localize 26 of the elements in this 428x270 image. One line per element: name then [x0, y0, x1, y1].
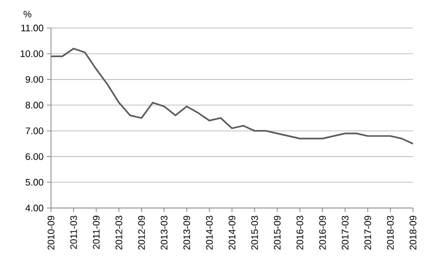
y-tick-label: 5.00 [26, 178, 44, 186]
x-tick-label: 2013-03 [160, 216, 168, 250]
y-tick-label: 11.00 [21, 24, 44, 32]
x-tick-label: 2016-03 [296, 216, 304, 250]
x-tick-label: 2012-03 [116, 216, 122, 250]
x-tick-label: 2012-09 [138, 216, 145, 250]
x-tick-label: 2018-09 [410, 216, 416, 250]
y-tick-label: 9.00 [26, 76, 44, 83]
x-tick-label: 2013-09 [183, 216, 190, 250]
x-tick-label: 2017-09 [364, 216, 372, 250]
x-tick-label: 2014-09 [228, 216, 236, 250]
y-tick-label: 4.00 [25, 204, 44, 212]
x-tick-label: 2014-03 [206, 216, 213, 250]
x-tick-label: 2016-09 [319, 216, 326, 250]
y-axis-title: % [24, 10, 32, 18]
x-tick-label: 2015-03 [251, 216, 258, 250]
y-tick-label: 10.00 [20, 50, 44, 58]
x-tick-label: 2010-09 [48, 216, 54, 250]
x-tick-label: 2011-09 [92, 216, 100, 249]
y-tick-label: 8.00 [26, 102, 44, 108]
x-tick-label: 2011-03 [70, 216, 77, 249]
y-tick-label: 6.00 [26, 153, 44, 160]
x-tick-label: 2017-03 [342, 216, 348, 250]
x-tick-label: 2015-09 [274, 216, 281, 250]
x-tick-label: 2018-03 [387, 216, 394, 250]
y-tick-label: 7.00 [26, 128, 44, 134]
